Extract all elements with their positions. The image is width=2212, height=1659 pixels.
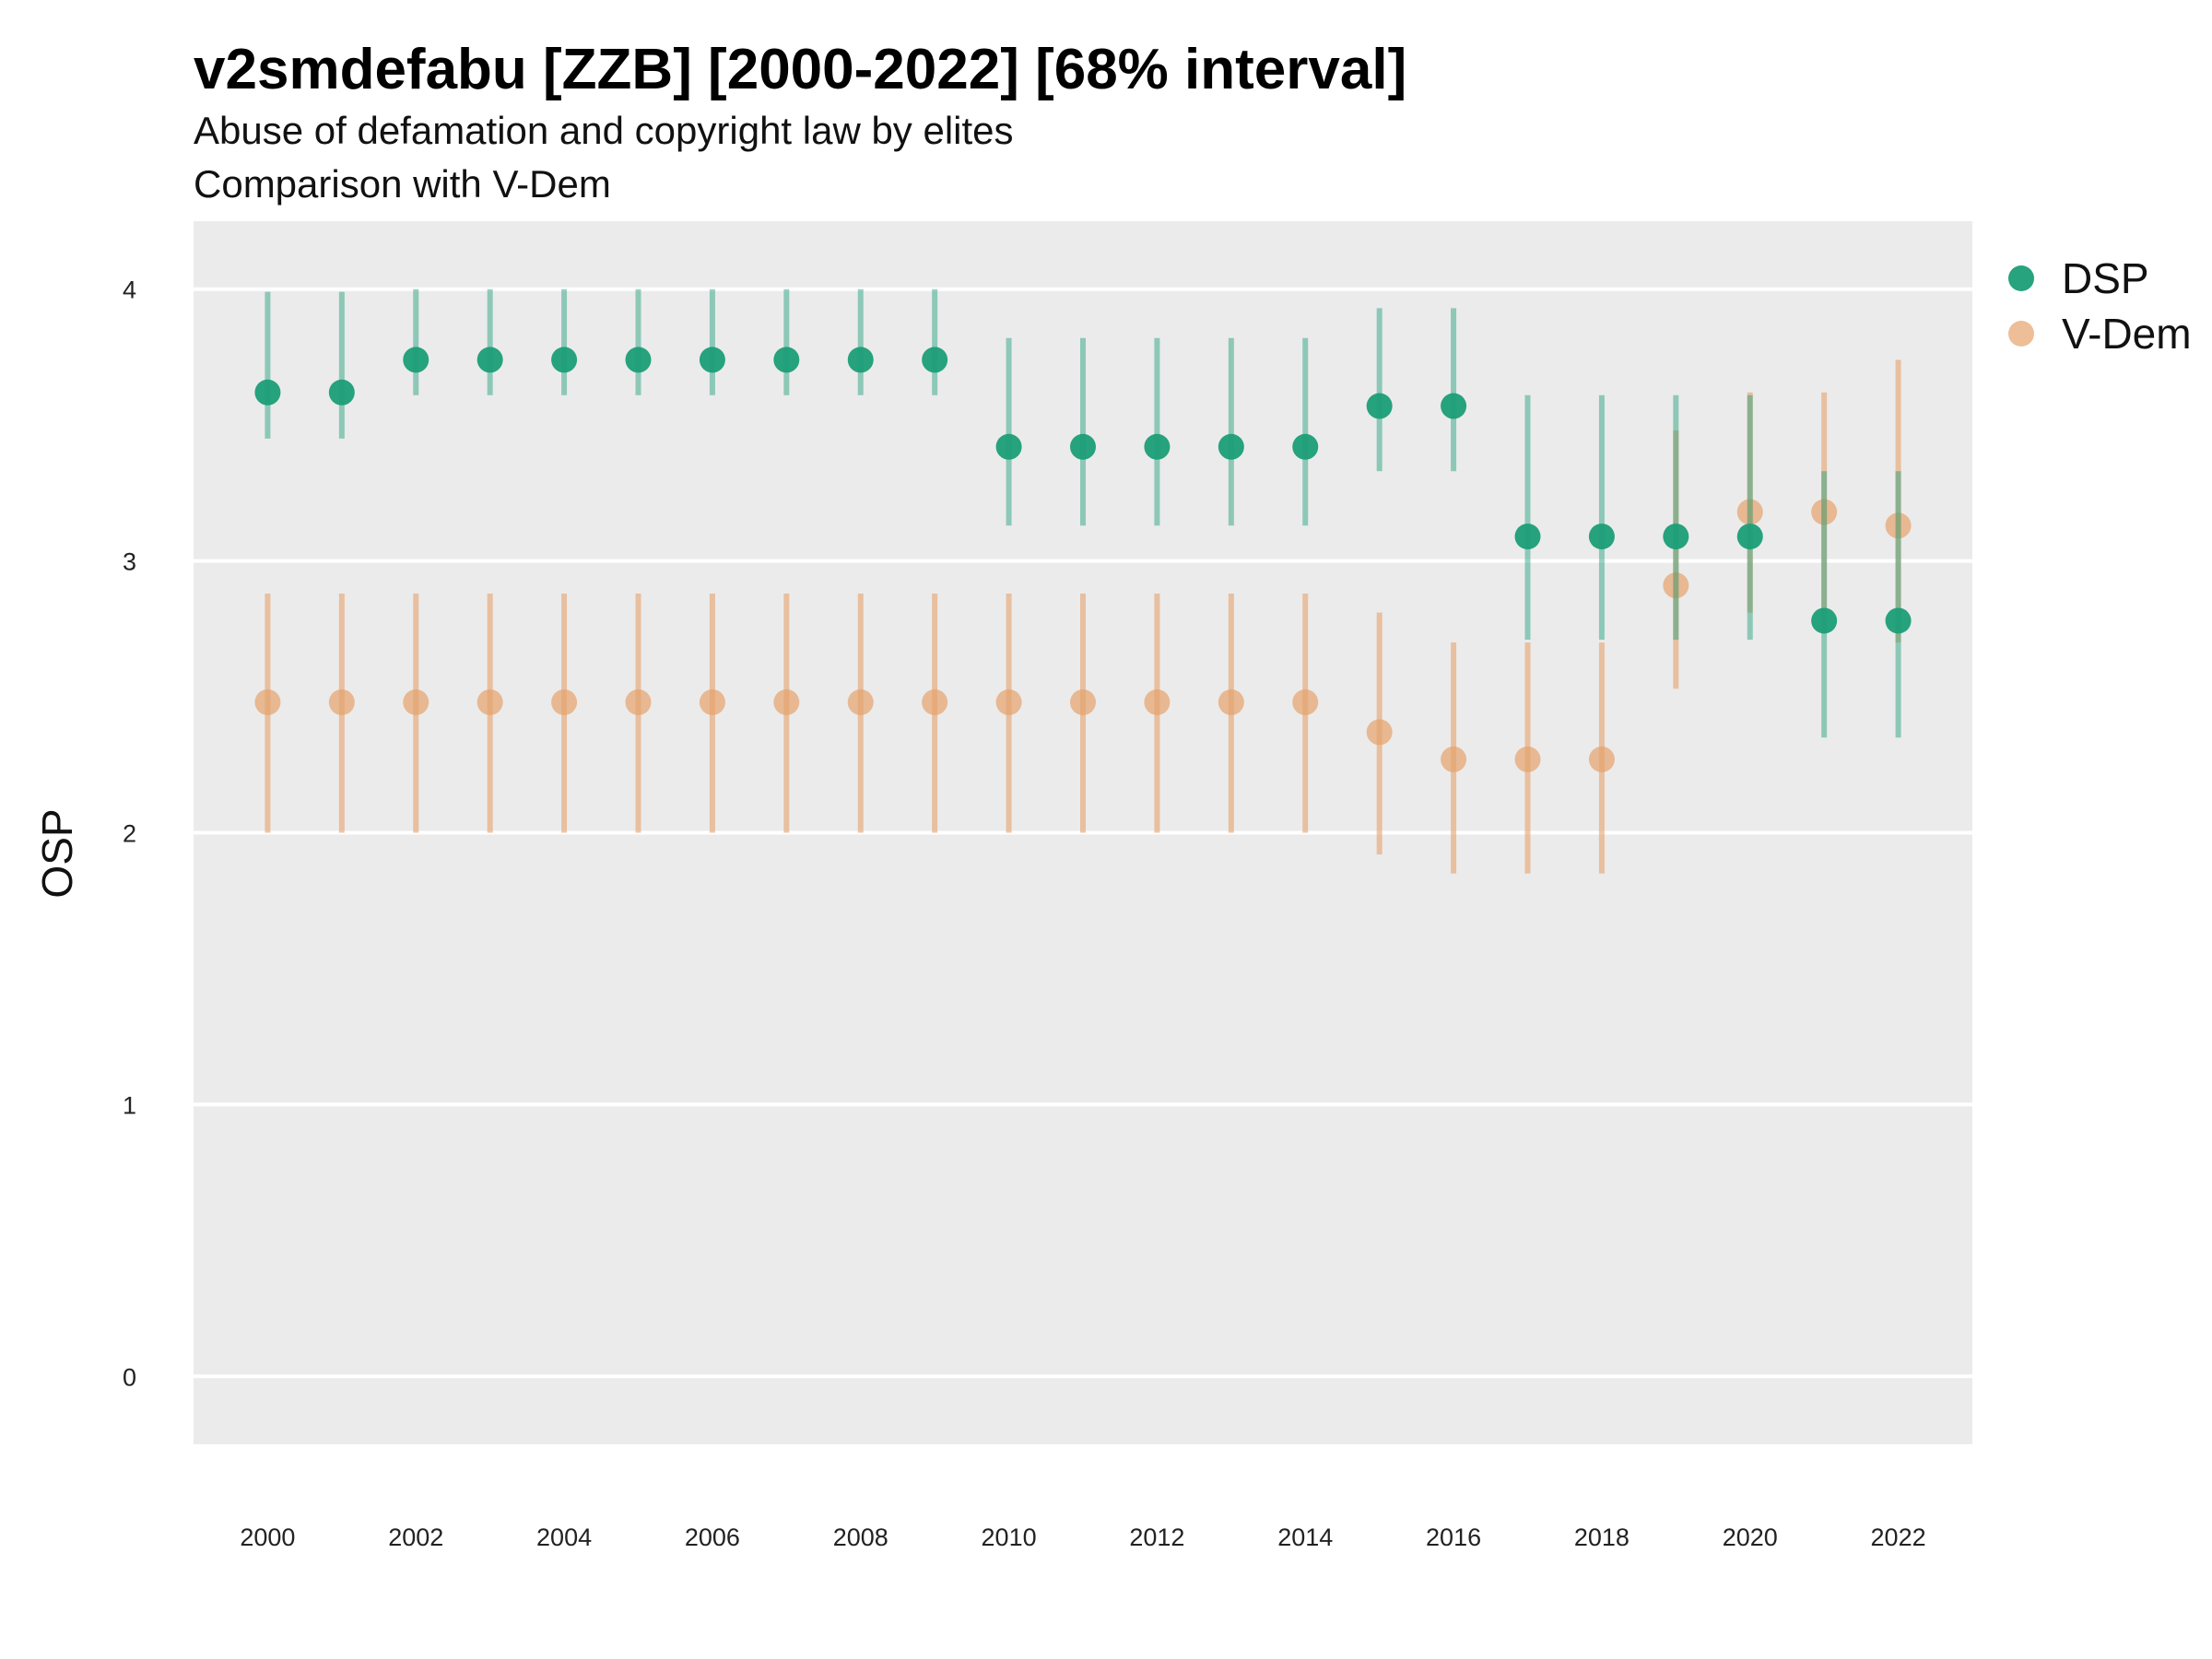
- x-tick-label: 2004: [536, 1524, 592, 1551]
- point-dsp: [551, 347, 578, 373]
- series-layer: [254, 288, 1912, 874]
- point-vdem: [403, 688, 429, 715]
- point-vdem: [995, 688, 1022, 715]
- point-dsp: [1144, 433, 1171, 460]
- x-tick-label: 2010: [982, 1524, 1037, 1551]
- x-tick-label: 2000: [240, 1524, 295, 1551]
- x-tick-label: 2020: [1723, 1524, 1778, 1551]
- y-tick-labels: 0 1 2 3 4: [123, 276, 136, 1392]
- point-dsp: [1218, 433, 1244, 460]
- legend-label-dsp: DSP: [2062, 254, 2149, 302]
- point-dsp: [1514, 524, 1541, 550]
- point-dsp: [995, 433, 1022, 460]
- y-tick-label: 4: [123, 276, 136, 304]
- series-dsp: [254, 288, 1912, 738]
- legend-marker-vdem: [2008, 321, 2034, 347]
- chart-title: v2smdefabu [ZZB] [2000-2022] [68% interv…: [194, 38, 1406, 101]
- point-dsp: [1811, 607, 1838, 634]
- point-dsp: [922, 347, 948, 373]
- y-tick-label: 3: [123, 548, 136, 576]
- legend-marker-dsp: [2008, 265, 2034, 291]
- point-vdem: [1144, 688, 1171, 715]
- y-axis-label: OSP: [33, 808, 81, 898]
- point-dsp: [1736, 524, 1763, 550]
- legend-label-vdem: V-Dem: [2062, 310, 2192, 358]
- point-dsp: [1441, 393, 1467, 419]
- point-vdem: [477, 688, 503, 715]
- point-vdem: [1811, 499, 1838, 525]
- x-tick-label: 2012: [1129, 1524, 1184, 1551]
- legend: DSP V-Dem: [2008, 254, 2192, 358]
- point-dsp: [328, 379, 355, 406]
- point-dsp: [1663, 524, 1689, 550]
- point-dsp: [1292, 433, 1319, 460]
- x-tick-label: 2022: [1871, 1524, 1926, 1551]
- x-tick-label: 2014: [1277, 1524, 1333, 1551]
- x-tick-label: 2008: [833, 1524, 888, 1551]
- point-dsp: [1070, 433, 1096, 460]
- point-vdem: [1292, 688, 1319, 715]
- point-vdem: [1514, 746, 1541, 772]
- chart-subtitle-2: Comparison with V-Dem: [194, 162, 611, 206]
- point-vdem: [1736, 499, 1763, 525]
- point-vdem: [922, 688, 948, 715]
- y-tick-label: 2: [123, 820, 136, 848]
- point-vdem: [699, 688, 725, 715]
- point-dsp: [403, 347, 429, 373]
- point-vdem: [1885, 512, 1912, 539]
- point-dsp: [1366, 393, 1393, 419]
- point-vdem: [551, 688, 578, 715]
- point-dsp: [254, 379, 281, 406]
- point-dsp: [847, 347, 874, 373]
- point-dsp: [1588, 524, 1615, 550]
- point-vdem: [625, 688, 652, 715]
- point-vdem: [1663, 572, 1689, 599]
- point-dsp: [699, 347, 725, 373]
- point-vdem: [254, 688, 281, 715]
- point-vdem: [773, 688, 800, 715]
- point-vdem: [1441, 746, 1467, 772]
- chart-subtitle: Abuse of defamation and copyright law by…: [194, 109, 1014, 152]
- x-tick-label: 2002: [388, 1524, 443, 1551]
- point-vdem: [1070, 688, 1096, 715]
- point-dsp: [1885, 607, 1912, 634]
- x-tick-label: 2016: [1426, 1524, 1481, 1551]
- series-vdem: [254, 359, 1912, 874]
- point-dsp: [625, 347, 652, 373]
- point-vdem: [1218, 688, 1244, 715]
- x-tick-labels: 2000 2002 2004 2006 2008 2010 2012 2014 2016 2018…: [240, 1524, 1925, 1551]
- point-vdem: [1588, 746, 1615, 772]
- x-tick-label: 2006: [685, 1524, 740, 1551]
- point-vdem: [1366, 719, 1393, 746]
- point-dsp: [773, 347, 800, 373]
- y-tick-label: 1: [123, 1091, 136, 1119]
- point-dsp: [477, 347, 503, 373]
- x-tick-label: 2018: [1574, 1524, 1630, 1551]
- point-vdem: [328, 688, 355, 715]
- y-tick-label: 0: [123, 1363, 136, 1391]
- point-vdem: [847, 688, 874, 715]
